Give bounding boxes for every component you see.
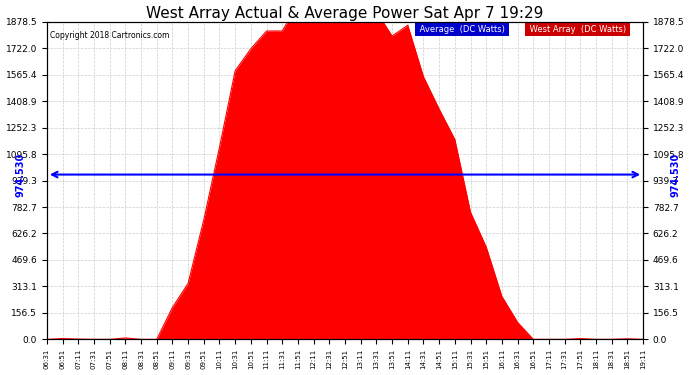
Text: 974.530: 974.530	[15, 153, 25, 197]
Text: 974.530: 974.530	[671, 153, 681, 197]
Title: West Array Actual & Average Power Sat Apr 7 19:29: West Array Actual & Average Power Sat Ap…	[146, 6, 544, 21]
Text: Copyright 2018 Cartronics.com: Copyright 2018 Cartronics.com	[50, 31, 169, 40]
Text: Average  (DC Watts): Average (DC Watts)	[417, 25, 507, 34]
Text: West Array  (DC Watts): West Array (DC Watts)	[527, 25, 629, 34]
